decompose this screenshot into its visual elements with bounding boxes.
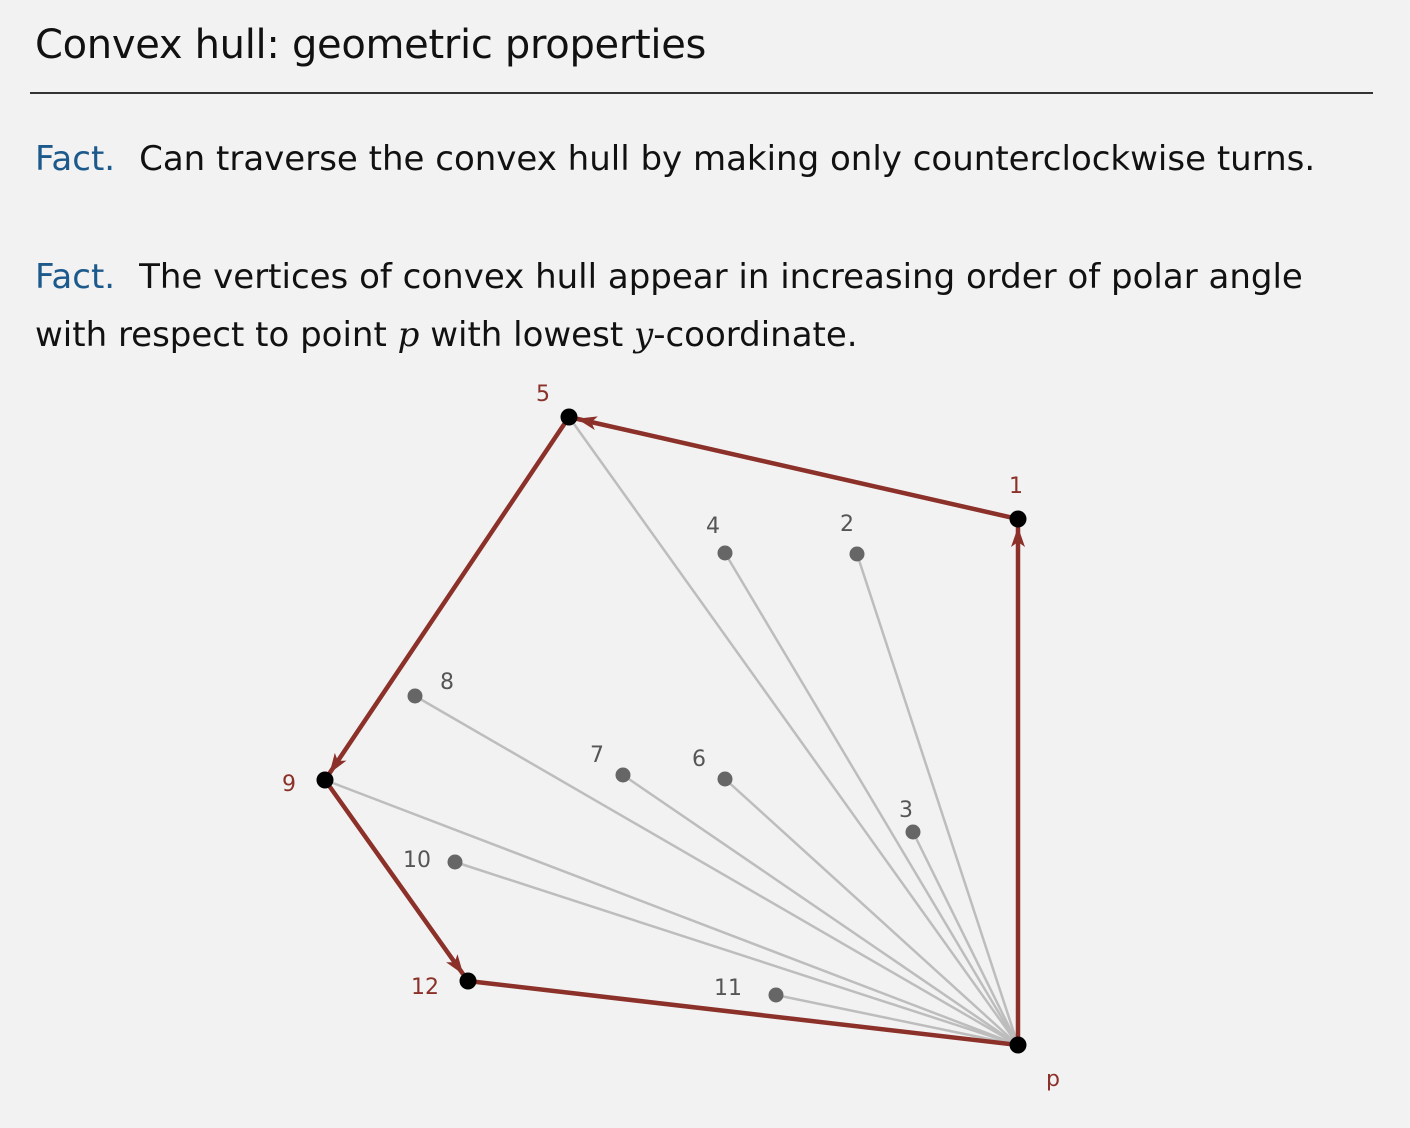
- spoke-line-10: [454, 860, 1019, 1047]
- point-label-2: 2: [840, 512, 854, 537]
- spoke-lines: [324, 416, 1020, 1047]
- spoke-line-7: [622, 773, 1019, 1047]
- hull-edge-1-5: [575, 416, 1021, 522]
- fact-2-var-p: p: [397, 315, 420, 355]
- fact-2-text-a: The vertices of convex hull appear in in…: [35, 257, 1303, 355]
- fact-1: Fact. Can traverse the convex hull by mak…: [35, 130, 1385, 188]
- point-3: [905, 824, 921, 840]
- hull-edge-5-9: [327, 414, 572, 775]
- point-6: [717, 771, 733, 787]
- spoke-line-11: [775, 993, 1019, 1047]
- fact-2: Fact. The vertices of convex hull appear …: [35, 248, 1385, 364]
- point-label-8: 8: [440, 670, 454, 695]
- points: [316, 408, 1027, 1054]
- spoke-line-2: [855, 553, 1020, 1046]
- fact-2-label: Fact.: [35, 257, 116, 297]
- point-label-11: 11: [714, 976, 742, 1001]
- point-label-3: 3: [899, 798, 913, 823]
- hull-edge-9-12: [322, 777, 466, 976]
- point-p: [1009, 1036, 1027, 1054]
- hull-edge-12-p: [465, 978, 1021, 1048]
- fact-2-text-b: with lowest: [430, 315, 624, 355]
- fact-2-var-y: y: [633, 315, 654, 355]
- point-2: [849, 546, 865, 562]
- point-8: [407, 688, 423, 704]
- point-11: [768, 987, 784, 1003]
- slide-title: Convex hull: geometric properties: [35, 22, 707, 68]
- spoke-line-5: [567, 416, 1020, 1046]
- spoke-line-3: [911, 831, 1020, 1046]
- point-label-9: 9: [282, 772, 296, 797]
- spoke-line-9: [324, 778, 1019, 1047]
- point-label-12: 12: [411, 975, 439, 1000]
- point-7: [615, 767, 631, 783]
- point-label-6: 6: [692, 747, 706, 772]
- point-label-5: 5: [536, 382, 550, 407]
- fact-2-text-c: -coordinate.: [653, 315, 858, 355]
- point-9: [316, 771, 334, 789]
- point-4: [717, 545, 733, 561]
- point-5: [560, 408, 578, 426]
- hull-edges: [322, 414, 1025, 1048]
- fact-1-label: Fact.: [35, 139, 116, 179]
- point-10: [447, 854, 463, 870]
- point-1: [1009, 510, 1027, 528]
- spoke-line-8: [414, 694, 1019, 1047]
- title-divider: [30, 92, 1373, 94]
- point-12: [459, 972, 477, 990]
- point-label-1: 1: [1009, 474, 1023, 499]
- point-label-4: 4: [706, 514, 720, 539]
- fact-1-text: Can traverse the convex hull by making o…: [139, 139, 1316, 179]
- point-label-p: p: [1046, 1067, 1060, 1092]
- point-label-10: 10: [403, 848, 431, 873]
- spoke-line-6: [724, 778, 1019, 1046]
- point-label-7: 7: [590, 743, 604, 768]
- spoke-line-4: [723, 552, 1020, 1046]
